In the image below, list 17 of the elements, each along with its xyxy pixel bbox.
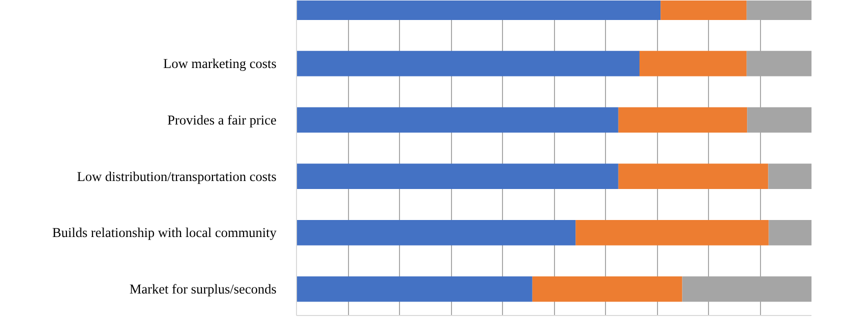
bar bbox=[296, 164, 618, 189]
bar bbox=[296, 107, 618, 133]
bar bbox=[576, 220, 769, 246]
y-tick-label: Low marketing costs bbox=[163, 56, 277, 72]
bar bbox=[296, 220, 576, 246]
y-tick-label: Market for surplus/seconds bbox=[130, 282, 277, 297]
bar bbox=[296, 276, 532, 302]
bar bbox=[532, 276, 682, 302]
bar bbox=[768, 164, 812, 189]
bar bbox=[639, 50, 747, 76]
y-tick-label: Low distribution/transportation costs bbox=[77, 168, 277, 184]
bar bbox=[768, 220, 812, 246]
bar bbox=[618, 107, 748, 133]
bar bbox=[296, 50, 640, 76]
y-tick-label: Provides a fair price bbox=[167, 112, 277, 128]
y-tick-label: Builds relationship with local community bbox=[52, 225, 277, 240]
bar bbox=[618, 164, 768, 189]
